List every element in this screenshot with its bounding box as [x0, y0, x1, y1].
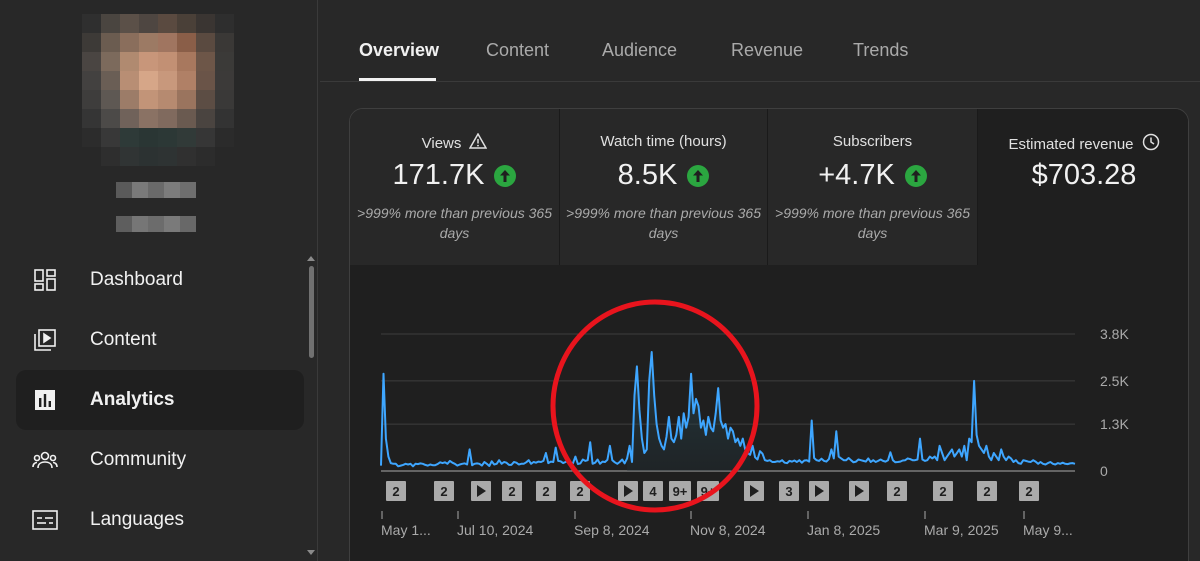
trend-up-icon [904, 164, 927, 187]
metric-watch-time[interactable]: Watch time (hours) 8.5K >999% more than … [560, 109, 768, 265]
sidebar-item-label: Content [90, 329, 157, 350]
sidebar-item-content[interactable]: Content [16, 310, 304, 370]
play-icon [750, 485, 759, 497]
metric-comparison: >999% more than previous 365 days [357, 205, 552, 241]
annotation-marker-label: 2 [576, 484, 583, 499]
annotation-marker [1019, 481, 1039, 501]
metric-comparison: >999% more than previous 365 days [566, 205, 761, 241]
play-icon [855, 485, 864, 497]
annotation-marker [933, 481, 953, 501]
annotation-marker-label: 9+ [673, 484, 688, 499]
annotation-marker [669, 481, 691, 501]
sidebar-item-community[interactable]: Community [16, 430, 304, 490]
content-icon [30, 325, 60, 355]
annotation-marker [977, 481, 997, 501]
metric-estimated-revenue[interactable]: Estimated revenue $703.28 [978, 109, 1188, 265]
channel-avatar[interactable] [82, 14, 234, 166]
metric-label: Views [421, 134, 462, 152]
play-icon [624, 485, 633, 497]
metrics-row: Views 171.7K >999% more than previous 36… [350, 109, 1188, 265]
play-icon [815, 485, 824, 497]
metric-value: 171.7K [392, 159, 485, 191]
annotation-marker [643, 481, 663, 501]
channel-name [116, 182, 196, 198]
scrollbar-thumb[interactable] [309, 266, 314, 358]
y-tick-label: 1.3K [1100, 416, 1129, 432]
annotation-marker [779, 481, 799, 501]
sidebar-scrollbar[interactable] [306, 256, 316, 556]
sidebar-item-label: Analytics [90, 389, 175, 410]
tab-content[interactable]: Content [486, 40, 550, 60]
metric-subscribers[interactable]: Subscribers +4.7K >999% more than previo… [768, 109, 978, 265]
metric-label: Estimated revenue [1008, 135, 1134, 153]
languages-icon [30, 505, 60, 535]
sidebar-item-label: Languages [90, 509, 185, 530]
metric-label: Watch time (hours) [600, 133, 727, 150]
x-tick-label: Jul 10, 2024 [457, 522, 533, 538]
metric-views[interactable]: Views 171.7K >999% more than previous 36… [350, 109, 560, 265]
sidebar-item-dashboard[interactable]: Dashboard [16, 250, 304, 310]
trend-up-icon [494, 164, 517, 187]
chart-area-fill [627, 352, 751, 471]
channel-handle [116, 216, 196, 232]
annotation-marker-label: 2 [893, 484, 900, 499]
views-line-series [380, 351, 1076, 468]
annotation-marker [887, 481, 907, 501]
scroll-down-arrow-icon[interactable] [307, 550, 315, 555]
overview-card: Views 171.7K >999% more than previous 36… [349, 108, 1189, 561]
metric-label: Subscribers [832, 133, 913, 150]
active-tab-indicator [359, 78, 436, 81]
highlight-circle-annotation [550, 299, 760, 513]
sidebar: Dashboard Content Analytics [0, 0, 318, 561]
annotation-marker-label: 2 [508, 484, 515, 499]
tab-audience[interactable]: Audience [602, 40, 678, 60]
annotation-marker-label: 2 [392, 484, 399, 499]
annotation-marker [386, 481, 406, 501]
annotation-marker [536, 481, 556, 501]
annotation-marker-label: 3 [785, 484, 792, 499]
play-icon [477, 485, 486, 497]
x-tick-label: Jan 8, 2025 [807, 522, 880, 538]
analytics-icon [30, 385, 60, 415]
metric-value: 8.5K [617, 159, 678, 191]
warning-icon[interactable] [469, 132, 488, 153]
tab-overview[interactable]: Overview [359, 40, 440, 60]
metric-comparison: >999% more than previous 365 days [775, 205, 970, 241]
y-tick-label: 2.5K [1100, 373, 1129, 389]
clock-icon[interactable] [1142, 133, 1160, 155]
scroll-up-arrow-icon[interactable] [307, 256, 315, 261]
annotation-marker-label: 2 [983, 484, 990, 499]
annotation-marker [502, 481, 522, 501]
trend-up-icon [687, 164, 710, 187]
annotation-marker-label: 2 [1025, 484, 1032, 499]
x-tick-label: Nov 8, 2024 [690, 522, 766, 538]
metric-value: $703.28 [1031, 159, 1137, 191]
analytics-tabs [320, 0, 1200, 82]
metric-value: +4.7K [818, 159, 895, 191]
sidebar-item-label: Community [90, 449, 187, 470]
x-tick-label: May 1... [381, 522, 431, 538]
sidebar-item-languages[interactable]: Languages [16, 490, 304, 550]
annotation-marker-label: 2 [939, 484, 946, 499]
x-tick-label: May 9... [1023, 522, 1073, 538]
dashboard-icon [30, 265, 60, 295]
tab-revenue[interactable]: Revenue [731, 40, 804, 60]
tab-trends[interactable]: Trends [853, 40, 909, 60]
x-tick-label: Mar 9, 2025 [924, 522, 999, 538]
community-icon [30, 445, 60, 475]
sidebar-item-label: Dashboard [90, 269, 183, 290]
y-tick-label: 3.8K [1100, 326, 1129, 342]
annotation-marker [570, 481, 590, 501]
x-tick-label: Sep 8, 2024 [574, 522, 650, 538]
annotation-marker-label: 4 [649, 484, 657, 499]
sidebar-nav: Dashboard Content Analytics [16, 250, 304, 550]
y-tick-label: 0 [1100, 463, 1108, 479]
annotation-marker-label: 2 [440, 484, 447, 499]
annotation-marker [434, 481, 454, 501]
sidebar-item-analytics[interactable]: Analytics [16, 370, 304, 430]
annotation-marker-label: 2 [542, 484, 549, 499]
